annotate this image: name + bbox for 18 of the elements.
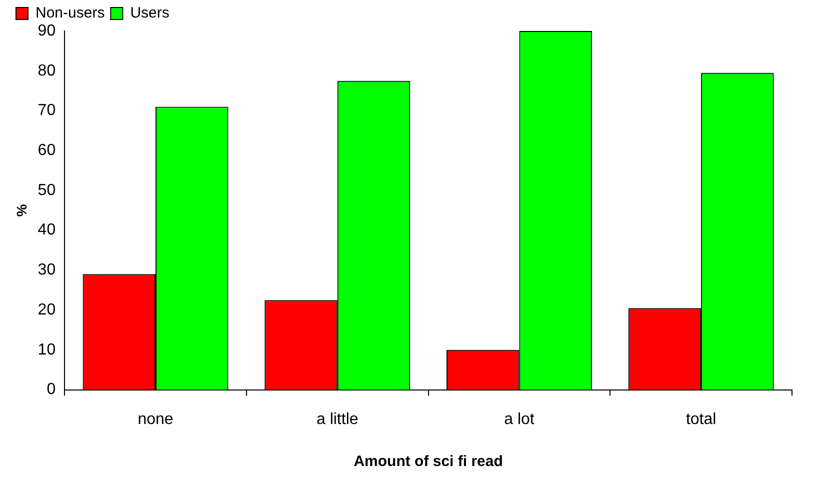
y-tick-label: 70 xyxy=(38,102,56,120)
y-tick-label: 20 xyxy=(38,301,56,318)
y-axis-title: % xyxy=(13,204,30,217)
legend-label: Users xyxy=(130,4,170,22)
x-tick-label: total xyxy=(686,410,716,428)
y-tick-label: 30 xyxy=(38,262,56,279)
x-tick-label: a little xyxy=(316,410,358,428)
y-tick-label: 40 xyxy=(38,222,56,239)
x-tick-label: none xyxy=(138,410,174,428)
y-tick-label: 0 xyxy=(46,381,56,398)
x-tick-label: a lot xyxy=(504,410,535,428)
y-tick-label: 10 xyxy=(38,341,56,358)
x-axis-title: Amount of sci fi read xyxy=(354,453,503,470)
y-tick-label: 90 xyxy=(38,22,56,40)
y-tick-label: 50 xyxy=(38,182,56,199)
y-tick-label: 60 xyxy=(38,142,56,160)
y-tick-label: 80 xyxy=(38,62,56,80)
legend-label: Non-users xyxy=(36,4,105,22)
